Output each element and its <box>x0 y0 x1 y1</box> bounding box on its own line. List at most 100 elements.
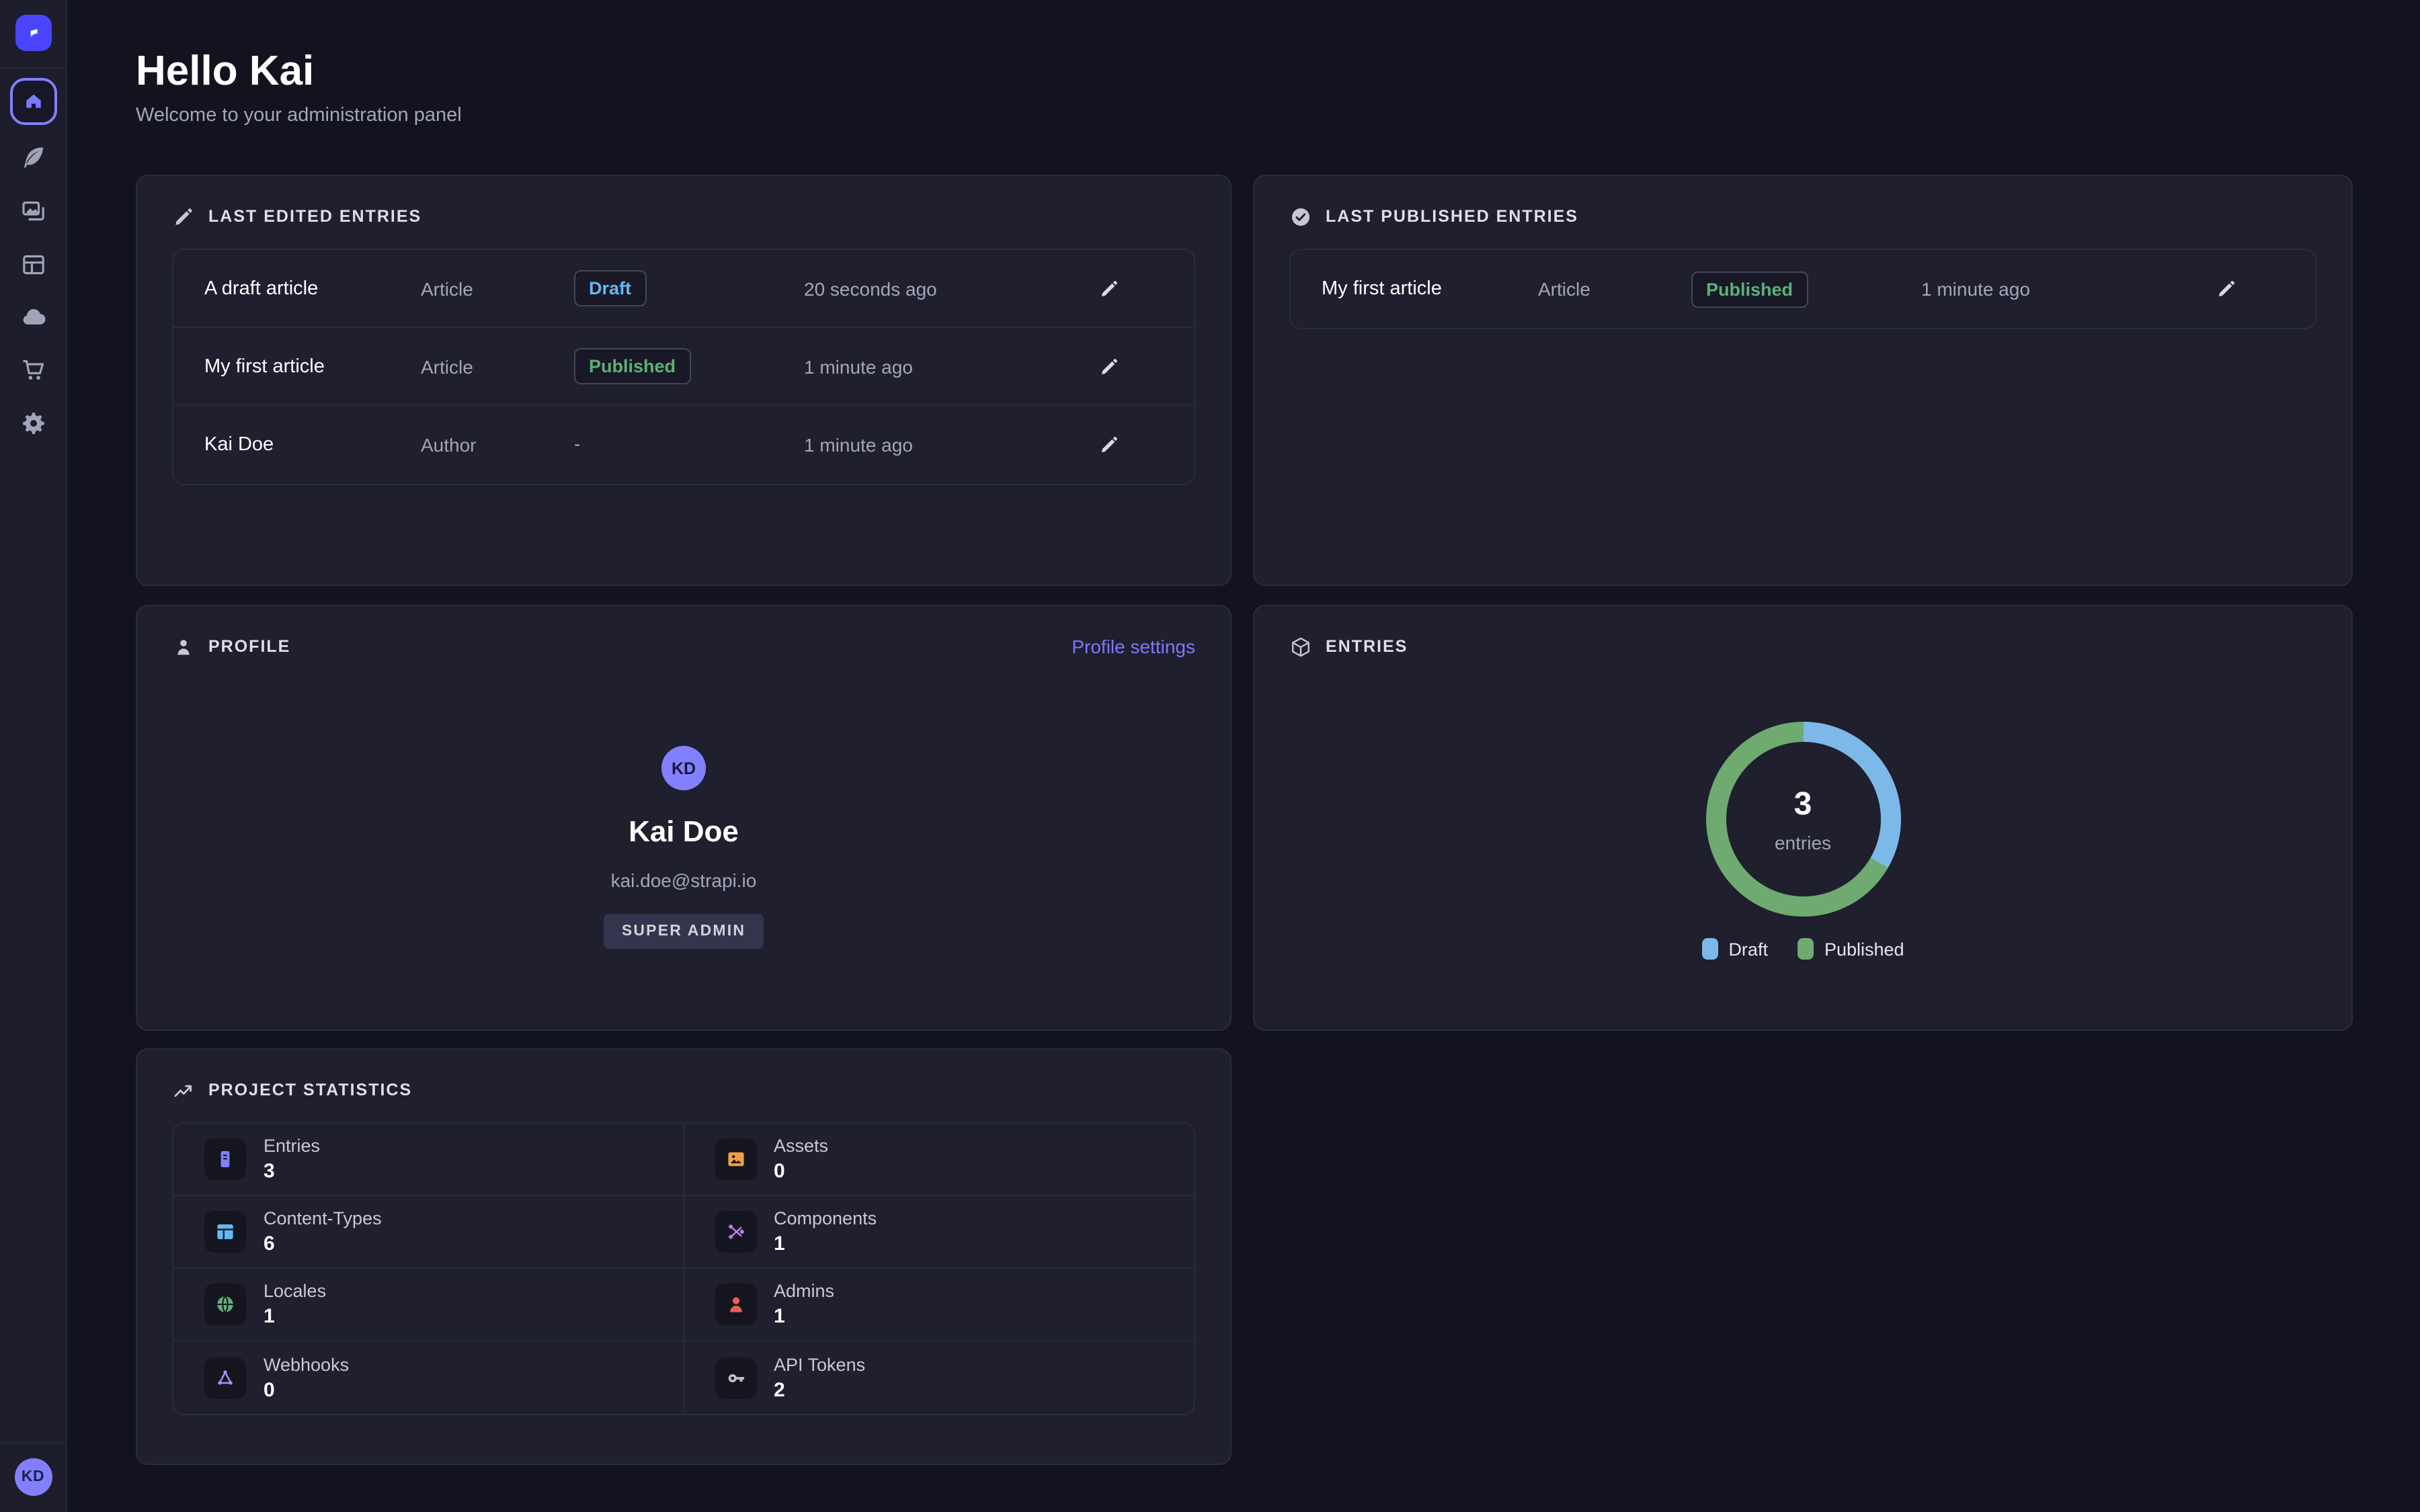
cart-icon <box>22 360 44 380</box>
profile-email: kai.doe@strapi.io <box>610 870 757 891</box>
user-icon <box>715 1284 756 1325</box>
stat-value: 1 <box>774 1232 785 1255</box>
profile-name: Kai Doe <box>629 814 739 848</box>
status-badge: - <box>574 433 581 454</box>
sidebar-divider-bottom <box>0 1442 66 1443</box>
key-icon <box>715 1357 756 1398</box>
stat-label: Components <box>774 1208 877 1228</box>
stat-locales: Locales 1 <box>173 1269 684 1341</box>
entry-time: 1 minute ago <box>1921 278 2030 300</box>
legend-label: Published <box>1824 939 1904 959</box>
status-badge: Published <box>574 348 691 384</box>
profile-settings-link[interactable]: Profile settings <box>1072 636 1195 657</box>
last-edited-entries-card: LAST EDITED ENTRIES A draft article Arti… <box>136 175 1232 586</box>
status-badge: Published <box>1691 271 1808 307</box>
profile-card: PROFILE Profile settings KD Kai Doe kai.… <box>136 605 1232 1031</box>
role-badge: SUPER ADMIN <box>604 914 764 949</box>
sidebar-item-home[interactable] <box>9 78 56 125</box>
edit-entry-button[interactable] <box>1093 350 1125 382</box>
sidebar-user-avatar[interactable]: KD <box>14 1458 52 1496</box>
donut-center: 3 entries <box>1726 742 1880 896</box>
sidebar-item-builder[interactable] <box>17 249 49 281</box>
profile-avatar: KD <box>661 746 706 790</box>
check-circle-icon <box>1289 205 1312 228</box>
home-icon <box>26 94 40 108</box>
edit-entry-button[interactable] <box>2210 273 2243 305</box>
legend-swatch-published <box>1797 938 1814 960</box>
card-title: ENTRIES <box>1326 637 1408 656</box>
entries-count-label: entries <box>1774 831 1832 853</box>
entries-count: 3 <box>1793 786 1812 822</box>
entry-time: 20 seconds ago <box>804 278 937 299</box>
sidebar-divider-top <box>0 67 66 69</box>
stat-value: 1 <box>264 1305 275 1328</box>
cube-icon <box>1289 635 1312 658</box>
table-row: My first article Article Published 1 min… <box>173 328 1194 406</box>
media-pictures-icon <box>22 201 44 221</box>
stats-table: Entries 3 Assets 0 Content-Types <box>172 1122 1195 1415</box>
stat-label: API Tokens <box>774 1354 866 1374</box>
stat-components: Components 1 <box>684 1196 1194 1269</box>
table-row: Kai Doe Author - 1 minute ago <box>173 406 1194 484</box>
entries-donut: 3 entries <box>1705 722 1900 917</box>
card-header: ENTRIES <box>1289 633 2316 660</box>
entries-donut-wrap: 3 entries <box>1705 722 1900 917</box>
pencil-icon <box>172 205 195 228</box>
last-edited-table: A draft article Article Draft 20 seconds… <box>172 249 1195 485</box>
sidebar-item-settings[interactable] <box>17 407 49 439</box>
entries-chart-card: ENTRIES 3 entries Draft Published <box>1253 605 2353 1031</box>
stat-value: 1 <box>774 1305 785 1328</box>
layout-window-icon <box>22 255 44 275</box>
strapi-logo[interactable] <box>15 15 51 51</box>
last-published-table: My first article Article Published 1 min… <box>1289 249 2316 329</box>
page-subtitle: Welcome to your administration panel <box>136 105 462 126</box>
card-header: PROFILE Profile settings <box>172 633 1195 660</box>
card-header: PROJECT STATISTICS <box>172 1077 1195 1103</box>
cloud-icon <box>22 308 45 325</box>
page-title: Hello Kai <box>136 47 315 94</box>
card-title: PROFILE <box>208 637 291 656</box>
trend-up-icon <box>172 1079 195 1101</box>
stat-label: Admins <box>774 1281 835 1301</box>
entry-name: My first article <box>204 355 325 377</box>
page-header: Hello Kai Welcome to your administration… <box>136 48 462 126</box>
stat-label: Entries <box>264 1136 321 1156</box>
grid-icon <box>204 1211 246 1253</box>
stat-value: 6 <box>264 1232 275 1255</box>
globe-icon <box>204 1284 246 1325</box>
legend-label: Draft <box>1728 939 1768 959</box>
sidebar-item-media[interactable] <box>17 195 49 227</box>
table-row: A draft article Article Draft 20 seconds… <box>173 250 1194 328</box>
last-published-entries-card: LAST PUBLISHED ENTRIES My first article … <box>1253 175 2353 586</box>
gear-icon <box>22 413 44 434</box>
sidebar-item-content[interactable] <box>17 141 49 173</box>
card-header: LAST PUBLISHED ENTRIES <box>1289 203 2316 230</box>
entry-name: A draft article <box>204 278 319 299</box>
sidebar-item-cloud[interactable] <box>17 301 49 333</box>
person-icon <box>172 635 195 658</box>
archive-icon <box>204 1138 246 1180</box>
entry-type: Author <box>421 434 477 456</box>
sidebar-item-marketplace[interactable] <box>17 353 49 386</box>
edit-entry-button[interactable] <box>1093 429 1125 461</box>
legend-swatch-draft <box>1701 938 1718 960</box>
sidebar: KD <box>0 0 67 1512</box>
card-title: PROJECT STATISTICS <box>208 1081 413 1099</box>
entry-time: 1 minute ago <box>804 434 913 456</box>
edit-entry-button[interactable] <box>1093 272 1125 304</box>
entry-time: 1 minute ago <box>804 355 913 377</box>
card-title: LAST EDITED ENTRIES <box>208 207 422 226</box>
entry-name: Kai Doe <box>204 434 274 456</box>
legend-item-draft: Draft <box>1701 938 1768 960</box>
card-title: LAST PUBLISHED ENTRIES <box>1326 207 1578 226</box>
stat-content-types: Content-Types 6 <box>173 1196 684 1269</box>
entry-type: Article <box>421 278 473 299</box>
table-row: My first article Article Published 1 min… <box>1291 250 2315 328</box>
status-badge: Draft <box>574 270 647 306</box>
stat-entries: Entries 3 <box>173 1124 684 1196</box>
strapi-logo-glyph <box>30 29 37 38</box>
entry-type: Article <box>1538 278 1590 300</box>
stat-value: 0 <box>774 1160 785 1183</box>
stat-label: Webhooks <box>264 1354 350 1374</box>
legend-item-published: Published <box>1797 938 1904 960</box>
